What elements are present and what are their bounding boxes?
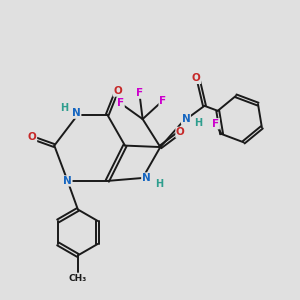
Text: F: F	[117, 98, 124, 108]
Text: F: F	[159, 96, 166, 106]
Text: H: H	[155, 179, 163, 190]
Text: CH₃: CH₃	[69, 274, 87, 283]
Text: N: N	[72, 108, 81, 118]
Text: H: H	[60, 103, 68, 113]
Text: N: N	[182, 114, 190, 124]
Text: N: N	[63, 176, 72, 186]
Text: H: H	[194, 118, 202, 128]
Text: N: N	[142, 173, 151, 183]
Text: F: F	[212, 119, 219, 129]
Text: F: F	[136, 88, 143, 98]
Text: O: O	[113, 86, 122, 96]
Text: O: O	[28, 132, 37, 142]
Text: O: O	[192, 74, 201, 83]
Text: O: O	[176, 127, 185, 137]
